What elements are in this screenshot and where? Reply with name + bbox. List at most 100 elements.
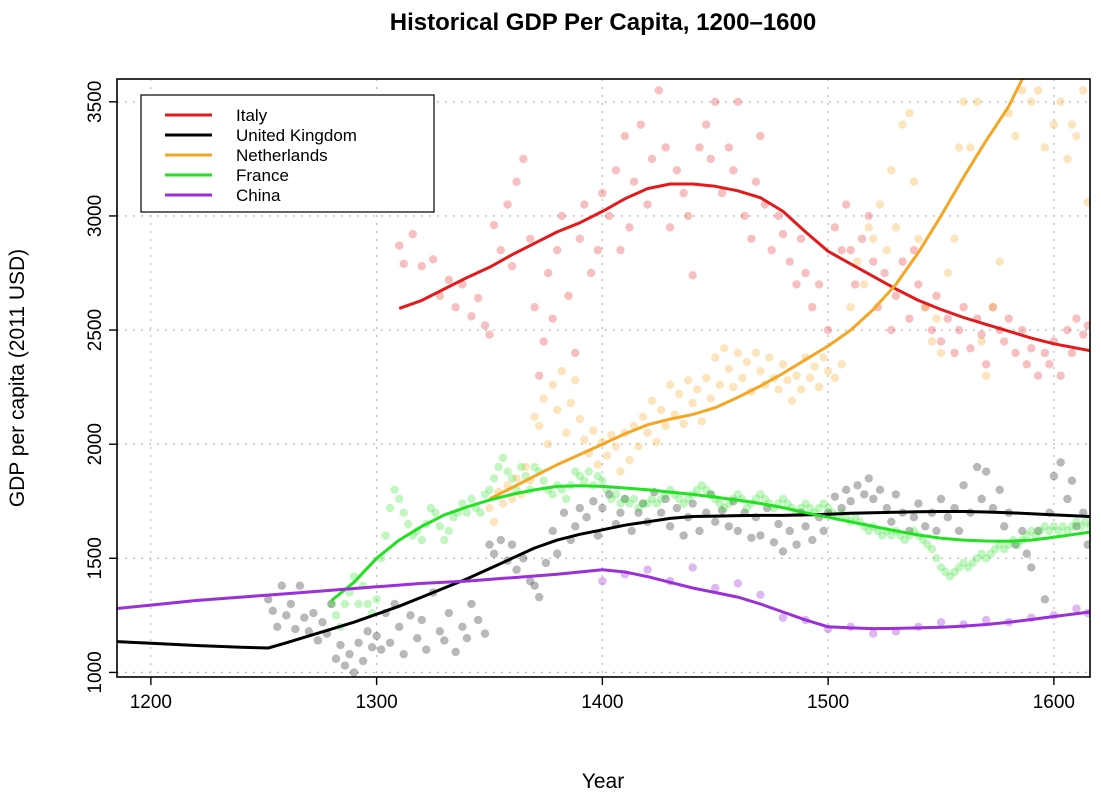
data-point-netherlands	[882, 245, 892, 255]
data-point-united-kingdom	[507, 540, 517, 549]
data-point-china	[981, 615, 991, 625]
data-point-netherlands	[1011, 131, 1020, 141]
data-point-france	[805, 503, 815, 513]
data-point-france	[715, 499, 724, 508]
data-point-netherlands	[988, 303, 998, 312]
data-point-france	[1076, 522, 1086, 531]
data-point-italy	[1000, 337, 1009, 346]
data-point-italy	[837, 245, 846, 255]
data-point-france	[1031, 531, 1041, 540]
data-point-united-kingdom	[336, 640, 345, 650]
data-point-italy	[880, 268, 889, 278]
data-point-united-kingdom	[519, 554, 528, 563]
data-point-italy	[1004, 314, 1013, 323]
data-point-netherlands	[936, 348, 946, 358]
data-point-netherlands	[1049, 120, 1059, 129]
data-point-france	[683, 494, 693, 504]
data-point-france	[778, 494, 788, 504]
x-tick-label-1300: 1300	[355, 692, 397, 713]
data-point-netherlands	[927, 337, 937, 346]
data-point-united-kingdom	[512, 565, 521, 574]
data-point-united-kingdom	[778, 547, 788, 556]
data-point-netherlands	[521, 462, 530, 472]
data-point-france	[598, 476, 607, 485]
data-point-france	[331, 611, 341, 620]
data-point-united-kingdom	[656, 508, 666, 517]
data-point-netherlands	[688, 398, 697, 408]
data-point-netherlands	[954, 143, 964, 152]
y-tick-label-1500: 1500	[85, 537, 106, 579]
data-point-united-kingdom	[496, 535, 505, 545]
data-point-italy	[539, 337, 548, 346]
data-point-france	[390, 485, 399, 495]
data-point-italy	[733, 97, 743, 107]
data-point-netherlands	[652, 437, 661, 447]
data-point-netherlands	[751, 348, 761, 358]
data-point-france	[449, 513, 458, 522]
data-point-united-kingdom	[891, 490, 901, 499]
data-point-united-kingdom	[1011, 540, 1020, 549]
data-point-united-kingdom	[318, 618, 327, 627]
data-point-netherlands	[665, 380, 675, 390]
data-point-united-kingdom	[909, 513, 919, 522]
data-point-france	[498, 453, 508, 463]
data-point-italy	[887, 325, 896, 335]
data-point-netherlands	[796, 385, 806, 394]
data-point-netherlands	[498, 499, 508, 508]
data-point-france	[887, 531, 896, 540]
y-axis-label: GDP per capita (2011 USD)	[6, 249, 29, 507]
data-point-france	[724, 499, 733, 508]
data-point-netherlands	[1067, 120, 1077, 129]
data-point-netherlands	[543, 439, 553, 449]
data-point-france	[959, 558, 968, 568]
data-point-united-kingdom	[943, 513, 952, 522]
data-point-netherlands	[539, 394, 548, 403]
data-point-italy	[620, 131, 630, 141]
data-point-netherlands	[548, 380, 557, 390]
data-point-france	[539, 476, 548, 485]
data-point-italy	[428, 255, 438, 264]
data-point-france	[643, 499, 652, 508]
data-point-united-kingdom	[977, 494, 986, 504]
data-point-united-kingdom	[300, 613, 309, 622]
data-point-france	[634, 503, 643, 513]
data-point-italy	[814, 280, 824, 289]
data-point-netherlands	[1018, 86, 1027, 95]
data-point-italy	[647, 154, 657, 164]
data-point-france	[431, 508, 440, 517]
data-point-france	[580, 476, 589, 485]
series-line-france	[330, 484, 1090, 602]
data-point-netherlands	[593, 460, 603, 469]
data-point-france	[692, 485, 702, 495]
data-point-united-kingdom	[367, 643, 377, 652]
data-point-france	[968, 558, 977, 568]
data-point-france	[372, 595, 381, 604]
data-point-italy	[767, 245, 776, 255]
data-point-france	[548, 490, 557, 499]
data-point-united-kingdom	[695, 526, 704, 536]
data-point-netherlands	[774, 385, 783, 394]
data-point-italy	[954, 325, 964, 335]
legend-label-netherlands: Netherlands	[236, 146, 328, 165]
y-axis: 1000 1500 2000 2500 3000 3500	[85, 81, 117, 694]
data-point-united-kingdom	[672, 503, 682, 513]
data-point-italy	[474, 293, 483, 303]
data-point-italy	[543, 268, 553, 278]
data-point-italy	[534, 371, 544, 380]
data-point-united-kingdom	[717, 506, 727, 515]
data-point-united-kingdom	[972, 462, 982, 472]
data-point-netherlands	[959, 97, 968, 107]
data-point-united-kingdom	[604, 490, 614, 499]
data-point-china	[756, 590, 765, 600]
data-point-united-kingdom	[589, 497, 598, 506]
data-point-united-kingdom	[598, 503, 607, 513]
data-point-netherlands	[724, 364, 733, 374]
data-point-united-kingdom	[756, 531, 765, 540]
data-point-italy	[408, 230, 417, 239]
data-point-italy	[717, 188, 727, 198]
data-point-netherlands	[1079, 86, 1088, 95]
data-point-united-kingdom	[458, 622, 467, 631]
data-point-france	[945, 572, 955, 581]
data-point-united-kingdom	[340, 661, 350, 670]
data-point-france	[656, 494, 666, 504]
